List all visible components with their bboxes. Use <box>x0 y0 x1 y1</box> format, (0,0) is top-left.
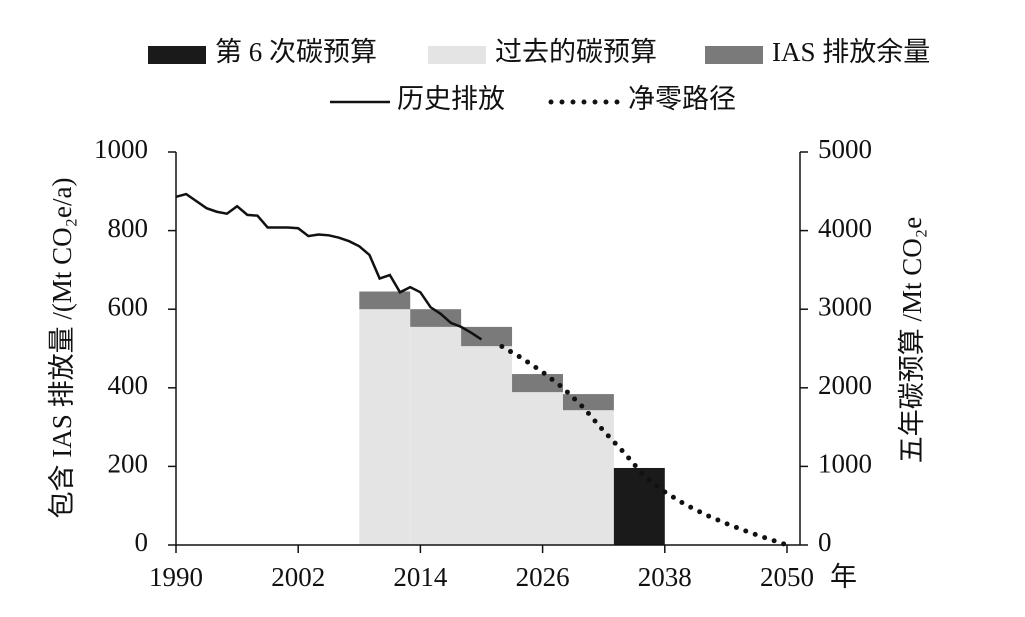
y-axis-label: 包含 IAS 排放量 /(Mt CO₂e/a) <box>47 178 77 519</box>
y2-tick-label: 1000 <box>818 449 872 479</box>
x-axis-unit: 年 <box>830 562 857 592</box>
bar <box>562 394 614 411</box>
legend-label: 过去的碳预算 <box>495 37 657 67</box>
legend-label: 净零路径 <box>628 84 736 114</box>
y-tick-label: 0 <box>135 527 149 557</box>
legend-label: 历史排放 <box>397 84 505 114</box>
x-tick-label: 2002 <box>271 562 325 592</box>
bar <box>410 309 462 327</box>
x-tick-label: 1990 <box>149 562 203 592</box>
bar <box>613 467 665 545</box>
y-tick-label: 800 <box>108 213 149 243</box>
bar <box>359 309 411 545</box>
y2-tick-label: 3000 <box>818 291 872 321</box>
y-tick-label: 200 <box>108 449 149 479</box>
x-tick-label: 2038 <box>638 562 692 592</box>
y-tick-label: 400 <box>108 370 149 400</box>
legend-label: IAS 排放余量 <box>772 37 930 67</box>
bar <box>512 392 563 545</box>
bar <box>562 410 614 545</box>
bar <box>512 374 563 393</box>
x-tick-label: 2050 <box>760 562 814 592</box>
y2-tick-label: 4000 <box>818 213 872 243</box>
bar <box>461 346 513 545</box>
legend-swatch <box>428 46 486 64</box>
legend-swatch <box>148 46 206 64</box>
line <box>175 192 483 341</box>
y2-tick-label: 5000 <box>818 134 872 164</box>
bar <box>410 326 462 545</box>
x-tick-label: 2014 <box>393 562 448 592</box>
bar <box>461 326 513 347</box>
y2-tick-label: 0 <box>818 527 832 557</box>
y-tick-label: 600 <box>108 291 149 321</box>
y-tick-label: 1000 <box>94 134 148 164</box>
y2-axis-label: 五年碳预算 /Mt CO₂e <box>897 217 927 463</box>
bar <box>359 291 411 310</box>
legend-swatch <box>705 46 763 64</box>
legend-label: 第 6 次碳预算 <box>215 37 377 67</box>
y2-tick-label: 2000 <box>818 370 872 400</box>
x-tick-label: 2026 <box>516 562 570 592</box>
